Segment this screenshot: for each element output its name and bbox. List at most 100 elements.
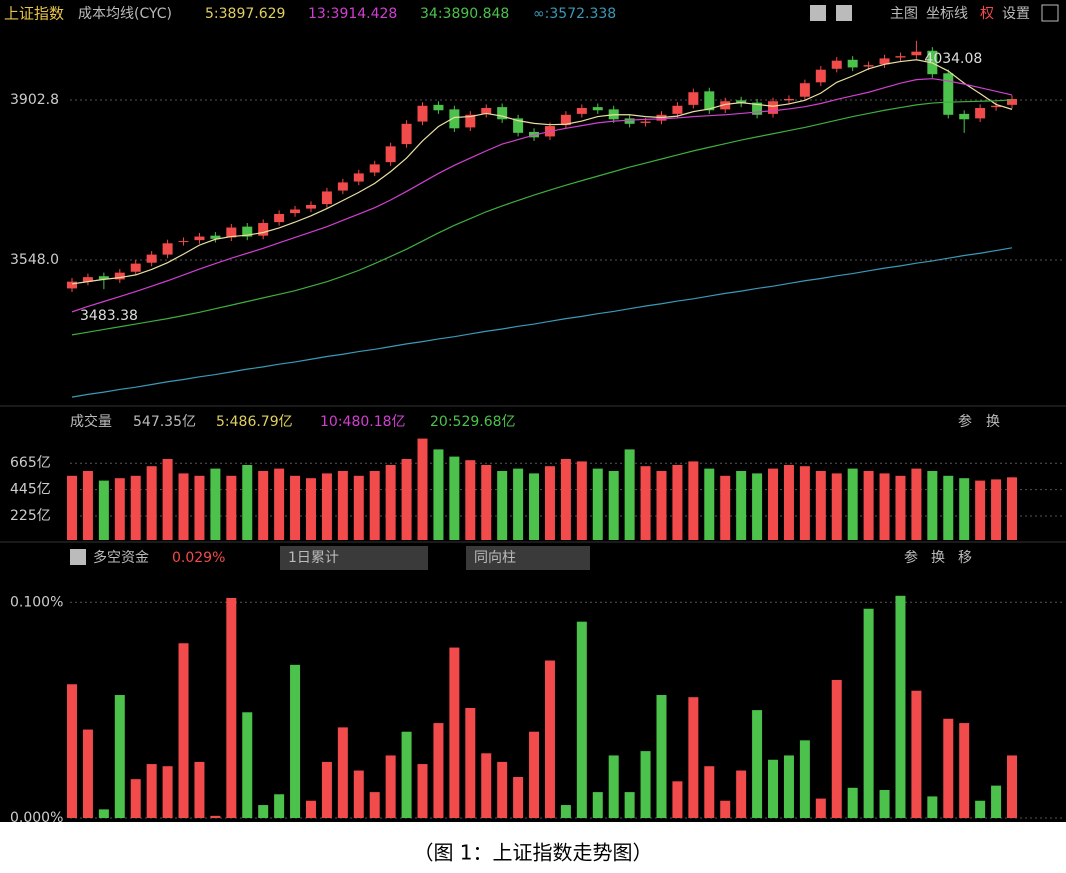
tool[interactable]: 主图 [890,6,918,22]
bar [194,475,205,540]
candle-body [114,272,125,280]
candle-body [433,104,444,111]
bar [337,727,348,818]
bar [847,468,858,540]
bar [959,723,970,818]
bar [799,466,810,540]
tool[interactable]: 参 [958,413,972,430]
dropdown-label[interactable]: 同向柱 [474,550,516,566]
bar [513,468,524,540]
legend-entry: 5:486.79亿 [216,414,293,430]
bar [194,761,205,818]
candle-body [975,108,986,119]
zoom-in[interactable] [810,5,826,21]
bar [768,759,779,818]
tool[interactable]: 换 [986,413,1000,430]
tool[interactable]: 换 [931,549,945,566]
bar [863,608,874,818]
y-tick-label: 3548.0 [10,252,59,268]
bar [98,480,109,540]
bar [783,465,794,540]
bar [911,468,922,540]
bar [130,475,141,540]
bar [258,471,269,540]
bar [831,473,842,540]
bar [560,805,571,818]
legend-entry: 10:480.18亿 [320,414,406,430]
bar [879,789,890,818]
bar [975,480,986,540]
panel-title: 多空资金 [93,549,149,566]
bar [529,473,540,540]
candle-body [353,173,364,182]
candle-body [226,227,237,238]
candle-body [274,214,285,223]
bar [242,712,253,818]
bar [624,449,635,540]
y-tick-label: 0.000% [10,810,63,826]
candle-body [815,69,826,83]
candle-body [783,99,794,101]
bar [449,456,460,540]
bar [433,723,444,818]
candle-body [130,263,141,272]
candle-body [736,100,747,104]
bar [67,684,77,818]
tool[interactable]: 权 [980,6,994,22]
bar [417,764,428,818]
candle-body [82,277,93,282]
bar [640,466,651,540]
help-icon[interactable] [70,549,86,565]
candle-body [481,108,492,114]
candle-body [959,113,970,120]
zoom-out[interactable] [836,5,852,21]
bar [847,787,858,818]
y-tick-label: 225亿 [10,508,51,524]
bar [449,647,460,818]
bar [210,815,221,818]
candle-body [640,121,651,123]
tool[interactable]: 参 [904,549,918,566]
bar [401,731,412,818]
candle-body [242,226,253,237]
bar [608,755,619,818]
dropdown[interactable] [466,546,590,570]
bar [178,643,189,818]
expand[interactable] [1041,4,1059,22]
bar [385,755,396,818]
candle-body [321,191,332,205]
candle-body [98,276,109,280]
annotation: 3483.38 [80,308,138,324]
bar [82,471,93,540]
bar [576,621,587,818]
bar [242,465,253,540]
bar [290,475,301,540]
dropdown-label[interactable]: 1日累计 [288,550,339,566]
bar [1007,755,1017,818]
bar [146,764,157,818]
candle-body [895,56,906,58]
bar [592,792,603,818]
candle-body [513,118,524,133]
bar [513,777,524,818]
bar [863,471,874,540]
bar [337,471,348,540]
bar [369,471,380,540]
panel-value: 0.029% [172,550,225,566]
tool[interactable]: 设置 [1002,6,1030,22]
dropdown[interactable] [280,546,428,570]
legend-entry: 20:529.68亿 [430,414,516,430]
bar [114,478,125,540]
bar [608,471,619,540]
candle-body [688,92,699,105]
panel-title: 成交量 [70,413,112,430]
tool[interactable]: 移 [958,550,972,566]
bar [736,471,747,540]
candle-body [305,204,316,209]
candle-body [210,235,221,239]
bar [290,664,301,818]
bar [815,471,826,540]
bar [688,697,699,818]
tool[interactable]: 坐标线 [926,6,968,22]
